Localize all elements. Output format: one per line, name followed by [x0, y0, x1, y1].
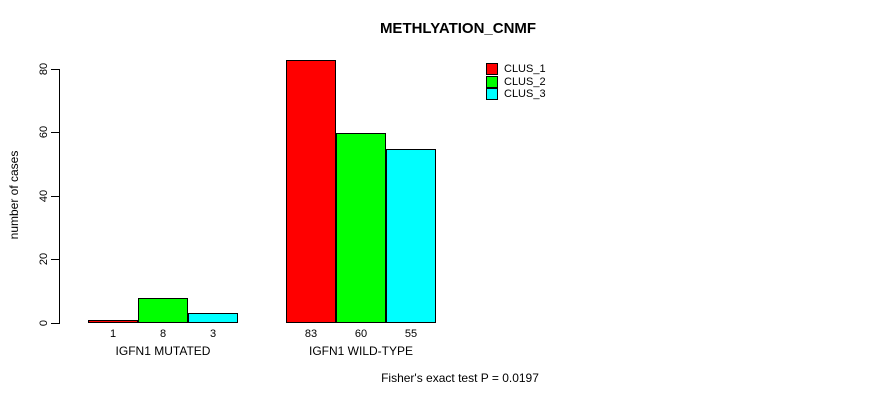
y-tick-label: 20 — [38, 252, 50, 266]
legend-item-clus_3: CLUS_3 — [486, 87, 546, 100]
y-tick — [51, 323, 59, 324]
y-tick-label: 40 — [38, 189, 50, 203]
y-tick-label: 60 — [38, 125, 50, 139]
legend-item-clus_1: CLUS_1 — [486, 63, 546, 76]
y-tick-label: 0 — [38, 319, 50, 327]
y-axis-title: number of cases — [7, 150, 21, 240]
bar-value-label: 60 — [354, 327, 368, 340]
x-category-label: IGFN1 MUTATED — [115, 343, 211, 358]
legend-label: CLUS_1 — [504, 63, 546, 76]
y-tick — [51, 132, 59, 133]
y-axis-line — [59, 69, 60, 324]
bar-clus_2-2 — [336, 133, 386, 323]
stat-annotation: Fisher's exact test P = 0.0197 — [381, 371, 539, 385]
legend: CLUS_1 CLUS_2 CLUS_3 — [486, 63, 546, 100]
bar-clus_1-2 — [286, 60, 336, 323]
bar-value-label: 1 — [109, 327, 117, 340]
y-tick-label: 80 — [38, 62, 50, 76]
legend-label: CLUS_3 — [504, 87, 546, 100]
bar-clus_1-1 — [88, 320, 138, 323]
legend-label: CLUS_2 — [504, 75, 546, 88]
legend-swatch-clus_2 — [486, 75, 498, 88]
bar-value-label: 8 — [159, 327, 167, 340]
bar-value-label: 3 — [209, 327, 217, 340]
legend-swatch-clus_1 — [486, 63, 498, 76]
chart-title: METHLYATION_CNMF — [379, 20, 537, 37]
y-tick — [51, 69, 59, 70]
bar-value-label: 55 — [404, 327, 418, 340]
x-category-label: IGFN1 WILD-TYPE — [308, 343, 414, 358]
bar-clus_3-2 — [386, 149, 436, 323]
legend-swatch-clus_3 — [486, 87, 498, 100]
legend-item-clus_2: CLUS_2 — [486, 75, 546, 88]
bar-clus_2-1 — [138, 298, 188, 323]
bar-value-label: 83 — [304, 327, 318, 340]
bar-clus_3-1 — [188, 313, 238, 323]
y-tick — [51, 196, 59, 197]
y-tick — [51, 259, 59, 260]
